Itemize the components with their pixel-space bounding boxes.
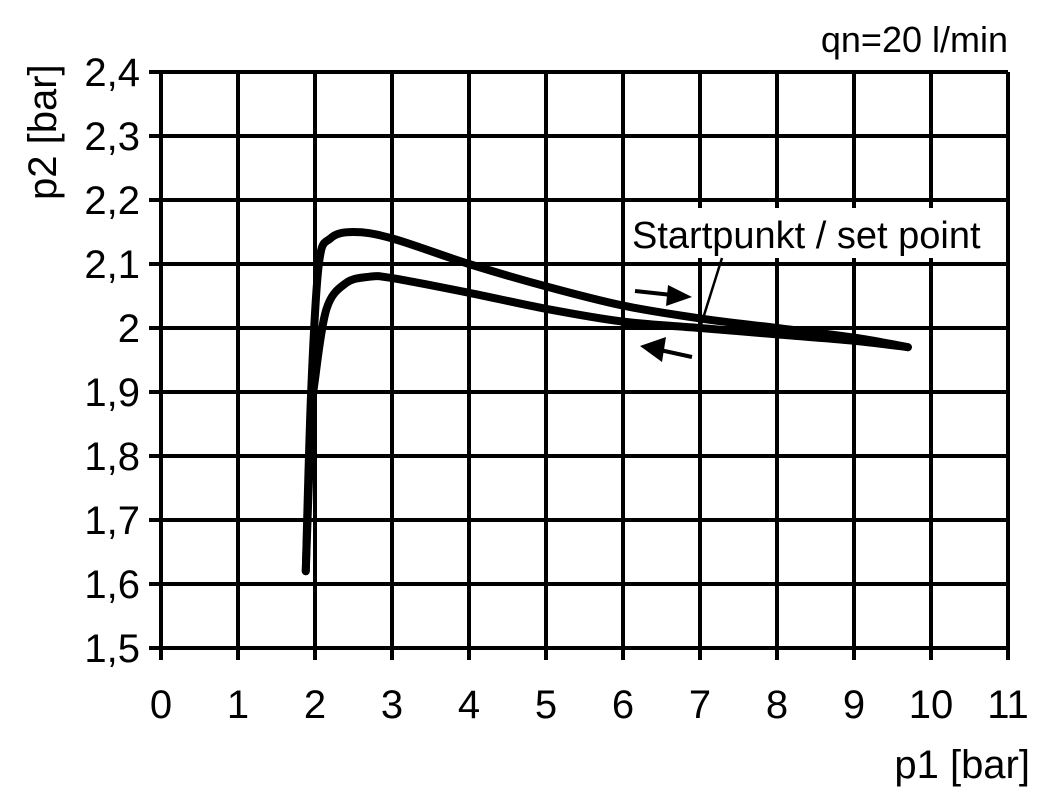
x-tick-label: 8	[766, 683, 788, 727]
y-tick-label: 2	[118, 307, 140, 351]
x-tick-label: 10	[909, 683, 954, 727]
y-tick-label: 1,8	[84, 435, 140, 479]
set-point-label: Startpunkt / set point	[632, 215, 981, 257]
series-line-1	[301, 227, 912, 576]
x-tick-label: 0	[150, 683, 172, 727]
x-tick-label: 9	[843, 683, 865, 727]
y-axis-label: p2 [bar]	[21, 64, 65, 200]
y-tick-label: 2,3	[84, 115, 140, 159]
arrow-right-shaft	[634, 289, 673, 297]
y-tick-label: 1,7	[84, 499, 140, 543]
x-tick-label: 7	[689, 683, 711, 727]
set-point-leader-line	[698, 257, 724, 329]
tick-labels: 0 1 2 3 4 5 6 7 8 9 10 11 1,5 1,6 1,7 1,8 1,9 2 2,1 2,2 2,3 2…	[84, 51, 1028, 727]
top-annotation: qn=20 l/min	[821, 19, 1008, 60]
x-tick-label: 2	[304, 683, 326, 727]
y-tick-label: 1,5	[84, 627, 140, 671]
x-axis-label: p1 [bar]	[894, 743, 1030, 787]
x-tick-label: 5	[535, 683, 557, 727]
x-tick-label: 11	[987, 683, 1029, 727]
y-tick-label: 1,9	[84, 371, 140, 415]
x-tick-label: 4	[458, 683, 480, 727]
series-group	[301, 227, 912, 576]
set-point-label-bg	[628, 208, 1003, 258]
x-tick-label: 3	[381, 683, 403, 727]
arrow-left-shaft	[659, 348, 693, 359]
arrow-right-icon	[666, 285, 692, 306]
x-tick-label: 6	[612, 683, 634, 727]
y-tick-label: 1,6	[84, 563, 140, 607]
arrow-left-icon	[640, 337, 666, 362]
y-tick-label: 2,4	[84, 51, 140, 95]
y-tick-label: 2,2	[84, 179, 140, 223]
grid	[149, 70, 1010, 660]
set-point-annotation: Startpunkt / set point	[628, 208, 1003, 362]
x-tick-label: 1	[227, 683, 249, 727]
series-line-2	[301, 272, 912, 576]
y-tick-label: 2,1	[84, 243, 140, 287]
